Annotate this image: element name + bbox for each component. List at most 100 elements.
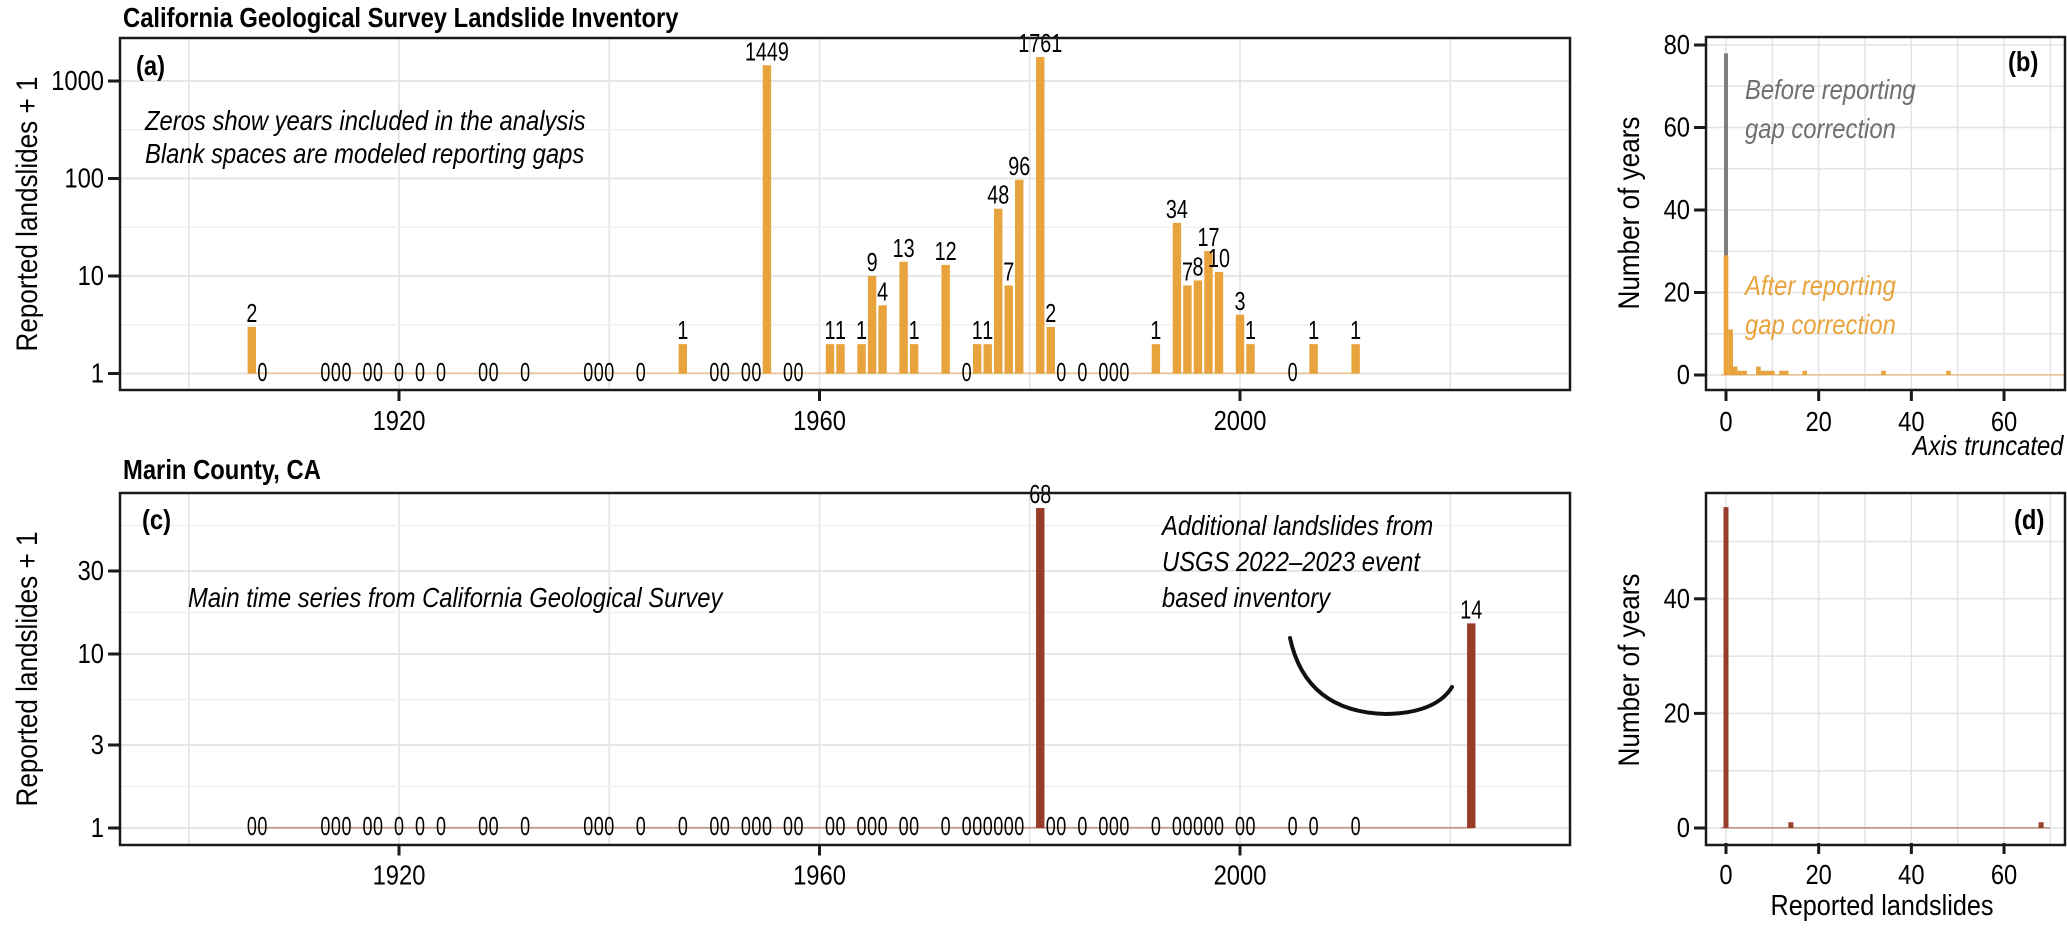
svg-text:0: 0 — [320, 811, 330, 841]
panel-c-y-axis-title: Reported landslides + 1 — [11, 531, 44, 807]
svg-text:20: 20 — [1805, 406, 1831, 437]
svg-text:0: 0 — [678, 811, 688, 841]
svg-text:0: 0 — [899, 811, 909, 841]
svg-text:0: 0 — [1098, 811, 1108, 841]
svg-text:20: 20 — [1664, 277, 1690, 308]
svg-text:1: 1 — [1150, 315, 1161, 345]
svg-text:40: 40 — [1664, 583, 1690, 614]
svg-text:0: 0 — [1309, 811, 1319, 841]
usgs-annotation-line2: USGS 2022–2023 event — [1162, 546, 1421, 577]
svg-text:0: 0 — [604, 811, 614, 841]
svg-text:3: 3 — [1235, 286, 1246, 316]
svg-text:20: 20 — [1664, 697, 1690, 728]
svg-text:0: 0 — [962, 811, 972, 841]
svg-text:10: 10 — [78, 260, 104, 291]
svg-text:0: 0 — [1677, 359, 1690, 390]
svg-text:0: 0 — [636, 811, 646, 841]
svg-text:0: 0 — [1119, 357, 1129, 387]
panel-a-annotation-line2: Blank spaces are modeled reporting gaps — [145, 138, 585, 169]
svg-text:17: 17 — [1197, 222, 1219, 252]
svg-text:0: 0 — [1109, 811, 1119, 841]
panel-letter-d: (d) — [2014, 504, 2045, 535]
panel-letter-c: (c) — [142, 504, 172, 535]
svg-text:9: 9 — [867, 247, 878, 277]
svg-text:0: 0 — [1151, 811, 1161, 841]
svg-text:0: 0 — [857, 811, 867, 841]
svg-text:0: 0 — [520, 357, 530, 387]
svg-text:0: 0 — [993, 811, 1003, 841]
svg-text:2000: 2000 — [1214, 860, 1267, 891]
svg-text:0: 0 — [489, 811, 499, 841]
svg-text:1761: 1761 — [1018, 28, 1062, 58]
svg-text:1: 1 — [972, 315, 983, 345]
svg-text:60: 60 — [1991, 859, 2017, 890]
svg-text:0: 0 — [1235, 811, 1245, 841]
svg-text:0: 0 — [320, 357, 330, 387]
svg-text:7: 7 — [1182, 256, 1193, 286]
svg-text:0: 0 — [962, 357, 972, 387]
svg-text:1920: 1920 — [373, 860, 426, 891]
svg-text:0: 0 — [1193, 811, 1203, 841]
svg-text:0: 0 — [1077, 357, 1087, 387]
svg-text:1: 1 — [91, 812, 104, 843]
svg-text:20: 20 — [1805, 859, 1831, 890]
svg-text:100: 100 — [64, 163, 104, 194]
svg-text:1: 1 — [1308, 315, 1319, 345]
svg-text:0: 0 — [436, 357, 446, 387]
svg-text:0: 0 — [762, 811, 772, 841]
svg-text:10: 10 — [78, 638, 104, 669]
svg-text:0: 0 — [793, 357, 803, 387]
svg-text:0: 0 — [583, 811, 593, 841]
svg-text:0: 0 — [373, 357, 383, 387]
svg-text:0: 0 — [1119, 811, 1129, 841]
svg-text:1: 1 — [982, 315, 993, 345]
svg-text:1960: 1960 — [793, 860, 846, 891]
svg-text:1920: 1920 — [373, 405, 426, 436]
b-before-label: Before reporting gap correction — [1745, 70, 1946, 148]
panel-letter-a: (a) — [136, 50, 166, 81]
svg-text:0: 0 — [1098, 357, 1108, 387]
svg-text:34: 34 — [1166, 194, 1188, 224]
svg-text:0: 0 — [741, 811, 751, 841]
svg-text:0: 0 — [720, 357, 730, 387]
svg-text:0: 0 — [1172, 811, 1182, 841]
svg-text:0: 0 — [941, 811, 951, 841]
svg-text:0: 0 — [1182, 811, 1192, 841]
svg-text:0: 0 — [341, 357, 351, 387]
panel-c-title: Marin County, CA — [123, 454, 321, 485]
svg-text:2: 2 — [1045, 298, 1056, 328]
svg-text:0: 0 — [604, 357, 614, 387]
svg-text:1: 1 — [856, 315, 867, 345]
svg-text:0: 0 — [1719, 859, 1732, 890]
b-axis-truncated-note: Axis truncated — [1912, 430, 2063, 461]
svg-text:13: 13 — [893, 233, 915, 263]
svg-text:0: 0 — [720, 811, 730, 841]
svg-text:0: 0 — [594, 357, 604, 387]
svg-text:0: 0 — [1109, 357, 1119, 387]
b-before-line2: gap correction — [1745, 113, 1896, 144]
svg-text:0: 0 — [836, 811, 846, 841]
svg-text:0: 0 — [1246, 811, 1256, 841]
svg-text:0: 0 — [709, 357, 719, 387]
svg-text:0: 0 — [478, 357, 488, 387]
svg-text:80: 80 — [1664, 29, 1690, 60]
svg-text:0: 0 — [1203, 811, 1213, 841]
svg-text:0: 0 — [436, 811, 446, 841]
svg-text:0: 0 — [741, 357, 751, 387]
svg-text:0: 0 — [373, 811, 383, 841]
svg-text:1: 1 — [677, 315, 688, 345]
svg-text:40: 40 — [1664, 194, 1690, 225]
svg-text:0: 0 — [1077, 811, 1087, 841]
svg-text:1: 1 — [909, 315, 920, 345]
panel-a-title: California Geological Survey Landslide I… — [123, 2, 679, 33]
svg-text:0: 0 — [594, 811, 604, 841]
panel-b-y-axis-title: Number of years — [1613, 116, 1646, 310]
svg-text:0: 0 — [1351, 811, 1361, 841]
svg-text:0: 0 — [972, 811, 982, 841]
svg-text:0: 0 — [751, 811, 761, 841]
svg-text:4: 4 — [877, 276, 888, 306]
svg-text:1449: 1449 — [745, 36, 789, 66]
svg-text:0: 0 — [1004, 811, 1014, 841]
usgs-annotation-line3: based inventory — [1162, 582, 1331, 613]
b-after-line2: gap correction — [1745, 309, 1896, 340]
